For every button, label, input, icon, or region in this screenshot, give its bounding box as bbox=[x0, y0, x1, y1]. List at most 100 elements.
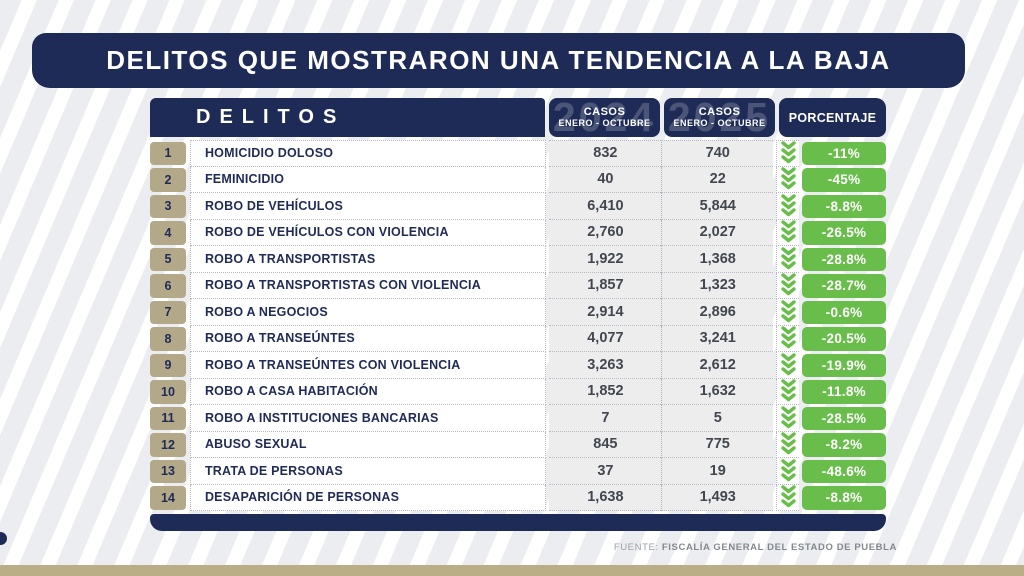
cases-2025-cell: 775 bbox=[661, 431, 774, 458]
column-header-delitos: DELITOS bbox=[150, 98, 545, 137]
row-number-badge: 4 bbox=[150, 220, 186, 247]
year-2025-watermark: 2025 bbox=[667, 98, 772, 137]
year-2024-watermark: 2024 bbox=[552, 98, 657, 137]
row-number-badge: 12 bbox=[150, 432, 186, 459]
trend-down-icon bbox=[776, 193, 800, 220]
cases-2024-cell: 3,263 bbox=[549, 352, 662, 379]
percentage-badge: -19.9% bbox=[802, 352, 886, 379]
cases-2025-cell: 740 bbox=[661, 140, 774, 167]
table-header-row: DELITOS 2024 CASOS ENERO - OCTUBRE 2025 … bbox=[150, 98, 886, 137]
cases-2025-cell: 1,323 bbox=[661, 272, 774, 299]
cases-2025-cell: 22 bbox=[661, 166, 774, 193]
cases-2024-cell: 1,857 bbox=[549, 272, 662, 299]
crime-name-cell: ROBO A TRANSEÚNTES bbox=[189, 325, 547, 352]
cases-2024-cell: 4,077 bbox=[549, 325, 662, 352]
trend-down-icon bbox=[776, 458, 800, 485]
row-number-badge: 7 bbox=[150, 299, 186, 326]
cases-2024-cell: 40 bbox=[549, 166, 662, 193]
cases-2024-cell: 7 bbox=[549, 405, 662, 432]
table-footer-bar bbox=[150, 514, 886, 531]
row-number-badge: 3 bbox=[150, 193, 186, 220]
column-header-casos-2024: 2024 CASOS ENERO - OCTUBRE bbox=[549, 98, 660, 137]
row-number-badge: 14 bbox=[150, 485, 186, 512]
crime-name-cell: HOMICIDIO DOLOSO bbox=[189, 140, 547, 167]
row-number-badge: 1 bbox=[150, 140, 186, 167]
cases-2025-cell: 2,896 bbox=[661, 299, 774, 326]
page-title: DELITOS QUE MOSTRARON UNA TENDENCIA A LA… bbox=[106, 45, 891, 75]
percentage-badge: -48.6% bbox=[802, 458, 886, 485]
crime-name-cell: FEMINICIDIO bbox=[189, 166, 547, 193]
percentage-badge: -11% bbox=[802, 140, 886, 167]
crime-name-cell: ROBO A TRANSEÚNTES CON VIOLENCIA bbox=[189, 352, 547, 379]
crime-name-cell: ROBO DE VEHÍCULOS bbox=[189, 193, 547, 220]
table-row: 6 ROBO A TRANSPORTISTAS CON VIOLENCIA 1,… bbox=[150, 272, 886, 300]
source-citation: FUENTE: FISCALÍA GENERAL DEL ESTADO DE P… bbox=[614, 542, 897, 553]
column-header-porcentaje: PORCENTAJE bbox=[779, 98, 886, 137]
casos-label: CASOS bbox=[698, 106, 741, 118]
table-row: 1 HOMICIDIO DOLOSO 832 740 -11% bbox=[150, 140, 886, 167]
percentage-badge: -28.5% bbox=[802, 405, 886, 432]
trend-down-icon bbox=[776, 484, 800, 511]
crime-name-cell: DESAPARICIÓN DE PERSONAS bbox=[189, 484, 547, 511]
casos-period-label: ENERO - OCTUBRE bbox=[673, 118, 766, 128]
table-row: 7 ROBO A NEGOCIOS 2,914 2,896 -0.6% bbox=[150, 299, 886, 326]
cases-2025-cell: 19 bbox=[661, 458, 774, 485]
table-row: 8 ROBO A TRANSEÚNTES 4,077 3,241 -20.5% bbox=[150, 325, 886, 353]
trend-down-icon bbox=[776, 219, 800, 246]
trend-down-icon bbox=[776, 431, 800, 458]
cases-2025-cell: 1,368 bbox=[661, 246, 774, 273]
cases-2025-cell: 3,241 bbox=[661, 325, 774, 352]
cases-2024-cell: 1,852 bbox=[549, 378, 662, 405]
table-row: 13 TRATA DE PERSONAS 37 19 -48.6% bbox=[150, 458, 886, 485]
cases-2024-cell: 1,922 bbox=[549, 246, 662, 273]
percentage-badge: -28.8% bbox=[802, 246, 886, 273]
row-number-badge: 2 bbox=[150, 167, 186, 194]
table-row: 14 DESAPARICIÓN DE PERSONAS 1,638 1,493 … bbox=[150, 484, 886, 512]
table-row: 3 ROBO DE VEHÍCULOS 6,410 5,844 -8.8% bbox=[150, 193, 886, 220]
crime-name-cell: ABUSO SEXUAL bbox=[189, 431, 547, 458]
row-number-badge: 10 bbox=[150, 379, 186, 406]
table-row: 2 FEMINICIDIO 40 22 -45% bbox=[150, 166, 886, 194]
percentage-badge: -11.8% bbox=[802, 379, 886, 406]
cases-2025-cell: 2,027 bbox=[661, 219, 774, 246]
row-number-badge: 11 bbox=[150, 405, 186, 432]
cases-2025-cell: 2,612 bbox=[661, 352, 774, 379]
cases-2025-cell: 5 bbox=[661, 405, 774, 432]
trend-down-icon bbox=[776, 272, 800, 299]
table-row: 5 ROBO A TRANSPORTISTAS 1,922 1,368 -28.… bbox=[150, 246, 886, 273]
table-row: 4 ROBO DE VEHÍCULOS CON VIOLENCIA 2,760 … bbox=[150, 219, 886, 247]
trend-down-icon bbox=[776, 378, 800, 405]
cases-2024-cell: 832 bbox=[549, 140, 662, 167]
trend-down-icon bbox=[776, 299, 800, 326]
percentage-badge: -45% bbox=[802, 167, 886, 194]
row-number-badge: 6 bbox=[150, 273, 186, 300]
percentage-badge: -26.5% bbox=[802, 220, 886, 247]
percentage-badge: -8.8% bbox=[802, 193, 886, 220]
trend-down-icon bbox=[776, 246, 800, 273]
trend-down-icon bbox=[776, 166, 800, 193]
bottom-accent-bar bbox=[0, 564, 1024, 576]
percentage-badge: -20.5% bbox=[802, 326, 886, 353]
cases-2024-cell: 1,638 bbox=[549, 484, 662, 511]
table-body: 1 HOMICIDIO DOLOSO 832 740 -11% 2 FEMINI… bbox=[150, 140, 886, 511]
crime-name-cell: ROBO DE VEHÍCULOS CON VIOLENCIA bbox=[189, 219, 547, 246]
title-banner: DELITOS QUE MOSTRARON UNA TENDENCIA A LA… bbox=[32, 33, 965, 88]
trend-down-icon bbox=[776, 405, 800, 432]
trend-down-icon bbox=[776, 352, 800, 379]
row-number-badge: 9 bbox=[150, 352, 186, 379]
crime-name-cell: ROBO A TRANSPORTISTAS bbox=[189, 246, 547, 273]
crime-name-cell: ROBO A CASA HABITACIÓN bbox=[189, 378, 547, 405]
table-row: 9 ROBO A TRANSEÚNTES CON VIOLENCIA 3,263… bbox=[150, 352, 886, 379]
percentage-badge: -8.2% bbox=[802, 432, 886, 459]
cases-2025-cell: 1,493 bbox=[661, 484, 774, 511]
cases-2024-cell: 845 bbox=[549, 431, 662, 458]
percentage-badge: -8.8% bbox=[802, 485, 886, 512]
percentage-badge: -28.7% bbox=[802, 273, 886, 300]
source-prefix: FUENTE: bbox=[613, 542, 659, 553]
casos-period-label: ENERO - OCTUBRE bbox=[558, 118, 651, 128]
row-number-badge: 5 bbox=[150, 246, 186, 273]
source-name: FISCALÍA GENERAL DEL ESTADO DE PUEBLA bbox=[661, 542, 897, 553]
cases-2024-cell: 2,914 bbox=[549, 299, 662, 326]
crime-name-cell: TRATA DE PERSONAS bbox=[189, 458, 547, 485]
